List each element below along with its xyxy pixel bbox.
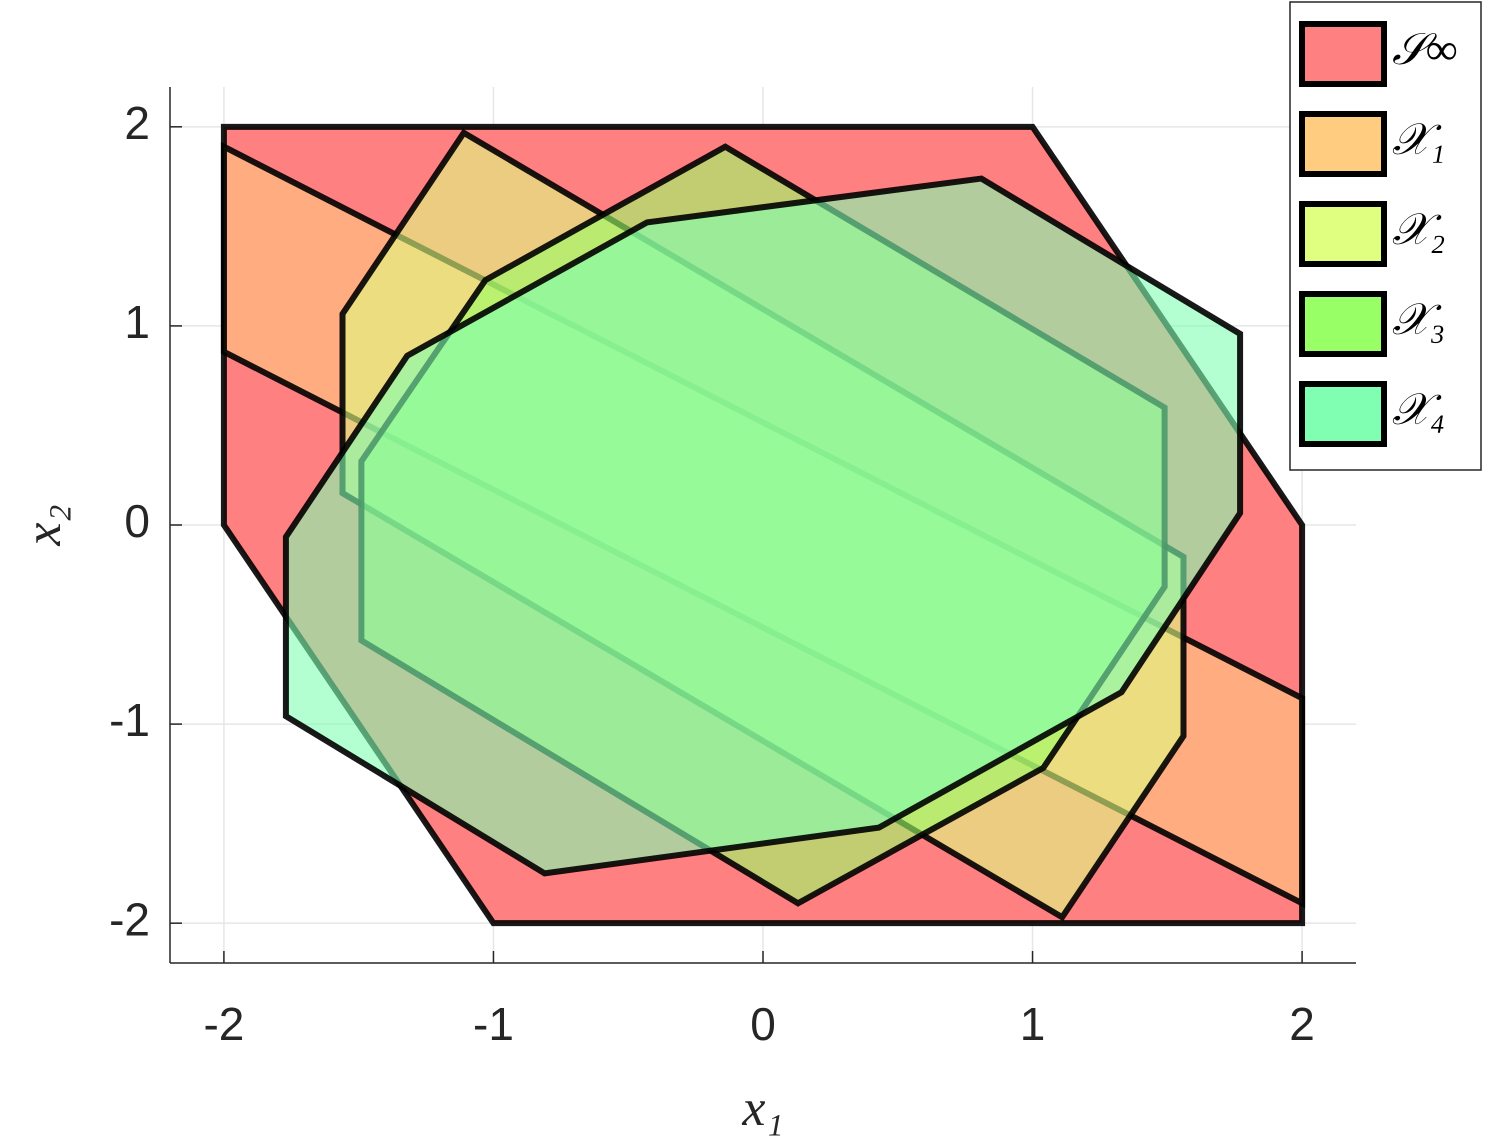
legend-label: 𝒳₃: [1392, 295, 1445, 344]
y-tick-label: 2: [124, 97, 150, 149]
x-axis-label: x₁: [741, 1080, 783, 1137]
y-tick-label: 1: [124, 296, 150, 348]
x-tick-label: -2: [203, 998, 244, 1050]
region: [282, 175, 1244, 877]
x-tick-label: 2: [1289, 998, 1315, 1050]
legend-swatch: [1299, 381, 1387, 447]
y-axis-label: x₂: [15, 504, 72, 546]
legend-swatch: [1299, 291, 1387, 357]
legend-label: 𝒳₂: [1392, 205, 1445, 254]
legend-label: 𝒮∞: [1392, 25, 1457, 74]
legend-swatch: [1299, 201, 1387, 267]
x-tick-label: 1: [1020, 998, 1046, 1050]
legend-swatch: [1299, 21, 1387, 87]
legend-label: 𝒳₁: [1392, 115, 1445, 164]
x-tick-label: -1: [473, 998, 514, 1050]
legend-swatch: [1299, 111, 1387, 177]
x-tick-label: 0: [750, 998, 776, 1050]
y-tick-label: 0: [124, 495, 150, 547]
y-tick-label: -1: [109, 694, 150, 746]
legend-label: 𝒳₄: [1392, 385, 1445, 434]
y-tick-label: -2: [109, 893, 150, 945]
